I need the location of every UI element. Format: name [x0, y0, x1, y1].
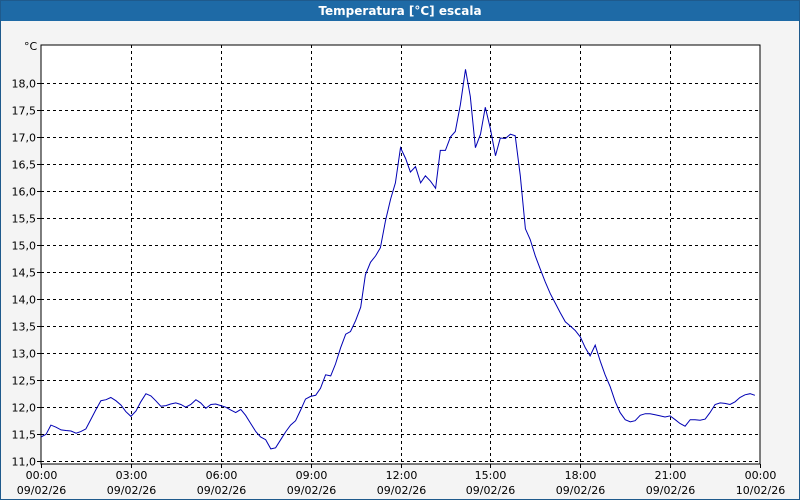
x-tick-time-label: 06:00 — [206, 469, 238, 482]
x-tick-date-label: 10/02/26 — [736, 484, 785, 497]
x-tick-date-label: 09/02/26 — [17, 484, 66, 497]
x-tick-time-label: 03:00 — [116, 469, 148, 482]
x-tick-time-label: 00:00 — [745, 469, 777, 482]
y-tick-label: 13,0 — [12, 348, 37, 361]
temperature-series-line — [40, 69, 756, 450]
x-tick-date-label: 09/02/26 — [287, 484, 336, 497]
x-tick-time-label: 18:00 — [565, 469, 597, 482]
y-tick-label: 18,0 — [12, 78, 37, 91]
x-tick-date-label: 09/02/26 — [466, 484, 515, 497]
y-tick-label: 12,0 — [12, 402, 37, 415]
y-tick-label: 15,0 — [12, 240, 37, 253]
x-tick-time-label: 21:00 — [655, 469, 687, 482]
y-tick-label: 14,0 — [12, 294, 37, 307]
x-tick-date-label: 09/02/26 — [107, 484, 156, 497]
x-tick-date-label: 09/02/26 — [556, 484, 605, 497]
y-tick-label: 17,5 — [12, 105, 37, 118]
y-axis-unit-label: °C — [24, 40, 38, 53]
y-tick-label: 14,5 — [12, 267, 37, 280]
y-tick-label: 11,0 — [12, 456, 37, 469]
plot-area — [40, 44, 761, 465]
x-axis-ticks: 00:00 09/02/26 03:00 09/02/26 06:00 09/02/26 0… — [17, 464, 785, 497]
y-tick-label: 11,5 — [12, 429, 37, 442]
x-tick-date-label: 09/02/26 — [377, 484, 426, 497]
y-axis-ticks: 11,0 11,5 12,0 12,5 13,0 13,5 14,0 14,5 15,0 15,5… — [12, 78, 41, 469]
x-tick-time-label: 12:00 — [386, 469, 418, 482]
y-tick-label: 16,5 — [12, 159, 37, 172]
y-tick-label: 13,5 — [12, 321, 37, 334]
y-tick-label: 12,5 — [12, 375, 37, 388]
x-tick-time-label: 09:00 — [296, 469, 328, 482]
y-tick-label: 16,0 — [12, 186, 37, 199]
y-tick-label: 15,5 — [12, 213, 37, 226]
y-tick-label: 17,0 — [12, 132, 37, 145]
window-title: Temperatura [°C] escala — [1, 1, 799, 21]
x-tick-time-label: 00:00 — [26, 469, 58, 482]
grid — [41, 45, 760, 464]
x-tick-time-label: 15:00 — [475, 469, 507, 482]
x-tick-date-label: 09/02/26 — [197, 484, 246, 497]
x-tick-date-label: 09/02/26 — [646, 484, 695, 497]
